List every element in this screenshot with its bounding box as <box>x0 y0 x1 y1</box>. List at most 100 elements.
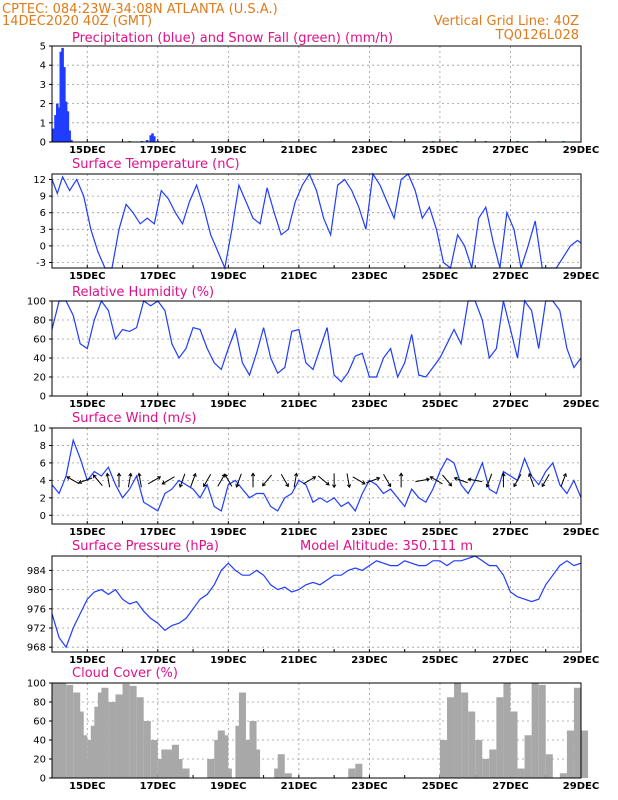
precip-ytick-label: 5 <box>40 42 46 53</box>
wind-arrow <box>501 472 506 488</box>
cloud-cover-bar <box>171 744 179 778</box>
cloud-cover-bar <box>66 684 74 778</box>
wind-arrow-head <box>128 472 133 477</box>
wind-arrow-head <box>376 476 381 481</box>
wind-arrow-shaft <box>366 477 380 484</box>
rh-ytick-label: 40 <box>33 354 46 365</box>
wind-arrow-shaft <box>236 473 242 488</box>
wind-arrow-shaft <box>262 474 273 487</box>
wind-arrow-head <box>235 483 240 488</box>
rh-date-label: 25DEC <box>422 399 458 410</box>
cloud-cover-bar <box>224 768 232 778</box>
cloud-cover-bar <box>245 740 254 778</box>
wind-date-label: 19DEC <box>210 527 246 538</box>
wind-arrow-shaft <box>147 476 161 485</box>
wind-arrow <box>346 473 352 489</box>
precip-rain-bar <box>52 128 56 142</box>
wind-arrow-shaft <box>162 476 175 485</box>
wind-arrow <box>383 474 392 488</box>
cloud-cover-bar <box>59 683 67 778</box>
wind-arrow-head <box>325 481 330 486</box>
precip-date-label: 15DEC <box>69 145 105 156</box>
pressure-date-label: 23DEC <box>351 655 387 666</box>
wind-arrow-shaft <box>513 474 522 487</box>
wind-arrow <box>280 474 289 488</box>
precip-ytick-label: 2 <box>40 99 46 110</box>
wind-arrow-head <box>192 472 197 478</box>
cloud-panel: Cloud Cover (%) 15DEC 17DEC 19DEC 21DEC 23DEC… <box>27 666 599 792</box>
cloud-ytick-label: 20 <box>33 755 46 766</box>
wind-arrow-head <box>66 476 71 480</box>
pressure-ytick-label: 984 <box>27 566 46 577</box>
wind-arrow <box>235 473 242 488</box>
wind-arrow-shaft <box>442 474 452 487</box>
cloud-cover-bar <box>446 697 455 778</box>
wind-arrow-head <box>501 472 506 477</box>
wind-arrow <box>442 474 453 487</box>
pressure-ytick-label: 968 <box>27 643 46 654</box>
wind-arrow <box>453 476 468 484</box>
wind-arrow-head <box>448 482 453 487</box>
issue-date: 14DEC2020 40Z (GMT) <box>2 14 152 29</box>
cloud-cover-bar <box>97 692 105 778</box>
wind-frame <box>51 427 582 525</box>
temp-date-label: 23DEC <box>351 271 387 282</box>
cloud-cover-bar <box>566 730 574 778</box>
wind-arrow-head <box>429 476 434 480</box>
wind-arrow-head <box>224 473 228 478</box>
precip-rain-bar <box>70 140 73 142</box>
wind-date-label: 21DEC <box>281 527 317 538</box>
wind-arrow-shaft <box>383 474 391 487</box>
temp-ytick-label: 3 <box>40 225 46 236</box>
precip-ytick-label: 1 <box>40 118 46 129</box>
cloud-cover-bar <box>482 759 490 778</box>
pressure-frame <box>51 555 582 653</box>
run-code: TQ0126L028 <box>495 28 579 43</box>
wind-series-line <box>51 438 582 513</box>
rh-date-label: 19DEC <box>210 399 246 410</box>
wind-arrow-head <box>485 483 490 488</box>
wind-title: Surface Wind (m/s) <box>72 411 196 426</box>
wind-arrow-head <box>426 477 431 482</box>
wind-arrow-shaft <box>66 476 80 485</box>
wind-date-label: 23DEC <box>351 527 387 538</box>
wind-date-label: 17DEC <box>140 527 176 538</box>
temp-date-label: 17DEC <box>140 271 176 282</box>
wind-date-label: 27DEC <box>492 527 528 538</box>
wind-arrow-head <box>453 476 458 481</box>
wind-arrow-head <box>346 484 352 489</box>
temp-date-label: 27DEC <box>492 271 528 282</box>
cloud-cover-bar <box>573 687 581 778</box>
temp-ytick-label: 6 <box>40 208 46 219</box>
wind-arrow <box>331 473 337 489</box>
wind-arrow-head <box>92 474 97 479</box>
precip-date-label: 21DEC <box>281 145 317 156</box>
rh-ytick-label: 60 <box>33 335 46 346</box>
precip-rain-bar <box>145 140 149 142</box>
wind-arrow-head <box>250 472 256 477</box>
wind-arrow <box>66 476 80 485</box>
cloud-date-label: 25DEC <box>422 781 458 792</box>
wind-arrow-shaft <box>203 474 212 487</box>
cloud-cover-bar <box>538 684 546 778</box>
wind-arrow-shaft <box>528 473 535 488</box>
temp-date-label: 15DEC <box>69 271 105 282</box>
wind-arrow-head <box>562 472 567 478</box>
wind-arrow <box>250 472 256 488</box>
wind-arrow-shaft <box>346 473 350 488</box>
wind-arrow <box>303 476 317 485</box>
wind-arrow <box>485 473 493 488</box>
precip-date-label: 23DEC <box>351 145 387 156</box>
wind-arrow <box>262 474 273 487</box>
cloud-cover-bar <box>277 754 285 778</box>
wind-panel: Surface Wind (m/s) 15DEC 17DEC 19DEC 21DEC 23… <box>33 411 599 538</box>
wind-arrow <box>147 476 162 485</box>
cloud-ytick-label: 80 <box>33 698 46 709</box>
precip-rain-bar <box>68 130 71 142</box>
rh-date-label: 23DEC <box>351 399 387 410</box>
cloud-cover-bar <box>355 763 363 778</box>
cloud-cover-bar <box>122 683 130 778</box>
wind-arrow-shaft <box>486 473 493 488</box>
cloud-cover-bar <box>175 759 183 778</box>
